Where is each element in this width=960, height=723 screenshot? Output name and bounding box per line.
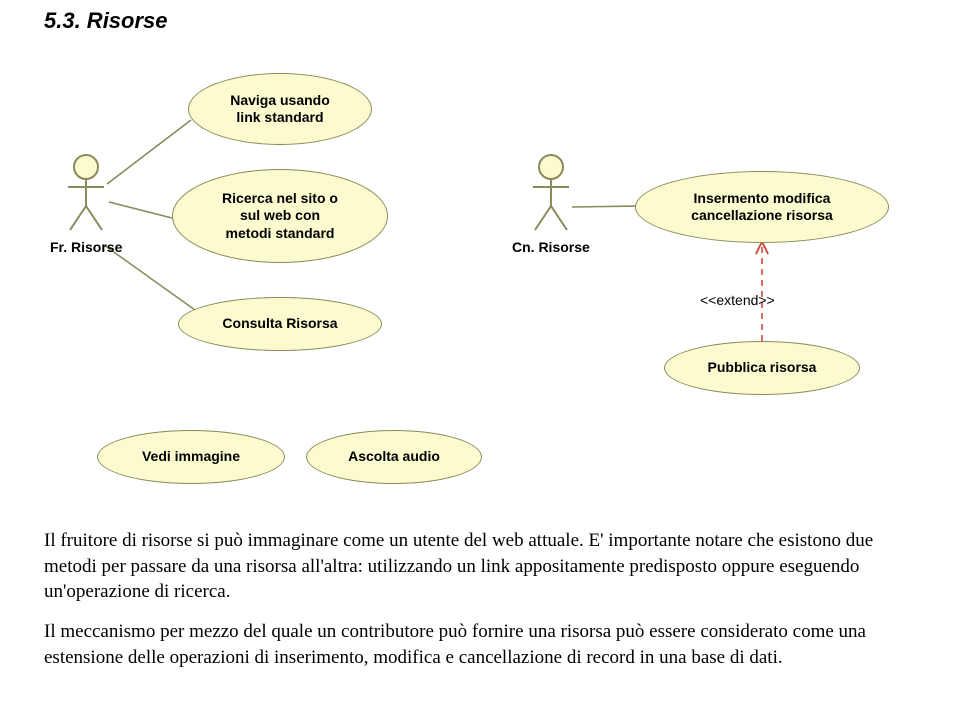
extend-stereotype-label: <<extend>> [700, 292, 775, 308]
actor-cn-label: Cn. Risorse [512, 239, 590, 255]
usecase-ricerca-web: Ricerca nel sito osul web conmetodi stan… [172, 169, 388, 263]
usecase-vedi-immagine: Vedi immagine [97, 430, 285, 484]
section-title: 5.3. Risorse [44, 8, 960, 34]
uml-usecase-diagram: Fr. Risorse Cn. Risorse Naviga usandolin… [0, 34, 960, 514]
paragraph-2: Il meccanismo per mezzo del quale un con… [44, 619, 916, 670]
paragraph-1: Il fruitore di risorse si può immaginare… [44, 528, 916, 605]
usecase-consulta-risorsa: Consulta Risorsa [178, 297, 382, 351]
actor-fr-label: Fr. Risorse [50, 239, 122, 255]
usecase-naviga-link-standard: Naviga usandolink standard [188, 73, 372, 145]
stick-figure-icon [529, 154, 573, 232]
usecase-inserimento-modifica: Insermento modificacancellazione risorsa [635, 171, 889, 243]
actor-cn-risorse: Cn. Risorse [512, 154, 590, 255]
usecase-ascolta-audio: Ascolta audio [306, 430, 482, 484]
actor-fr-risorse: Fr. Risorse [50, 154, 122, 255]
stick-figure-icon [64, 154, 108, 232]
usecase-pubblica-risorsa: Pubblica risorsa [664, 341, 860, 395]
